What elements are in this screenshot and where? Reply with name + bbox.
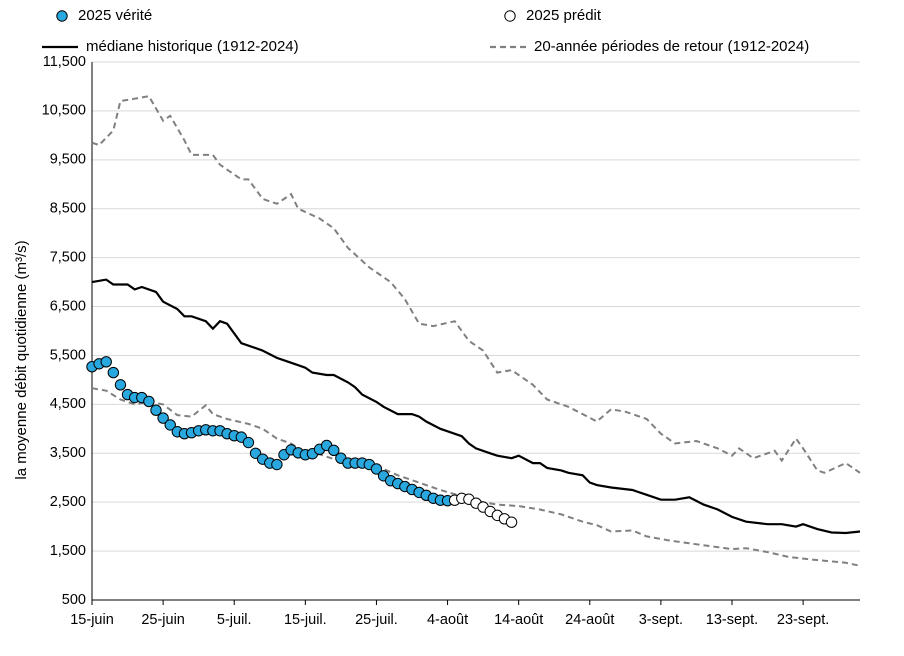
x-tick-label: 23-sept.	[777, 612, 829, 628]
data-point	[107, 366, 120, 379]
y-tick-label: 5,500	[50, 347, 86, 363]
data-point	[164, 419, 176, 431]
series-line	[91, 95, 861, 474]
series-line	[91, 387, 861, 567]
y-tick-label: 7,500	[50, 249, 86, 265]
x-tick-label: 25-juil.	[355, 612, 398, 628]
x-tick-label: 14-août	[494, 612, 543, 628]
data-point	[328, 444, 340, 457]
data-point	[143, 395, 155, 408]
y-tick-label: 2,500	[50, 494, 86, 510]
series-line	[91, 278, 861, 535]
data-point	[271, 458, 283, 471]
legend-marker	[504, 10, 516, 22]
legend-label: 20-année périodes de retour (1912-2024)	[534, 38, 809, 55]
y-tick-label: 4,500	[50, 396, 86, 412]
y-tick-label: 9,500	[50, 152, 86, 168]
x-tick-label: 5-juil.	[217, 612, 252, 628]
data-point	[370, 463, 383, 475]
data-point	[114, 379, 127, 391]
y-tick-label: 11,500	[43, 54, 86, 70]
x-tick-label: 4-août	[427, 612, 468, 628]
y-tick-label: 1,500	[50, 543, 86, 559]
data-point	[157, 412, 169, 424]
y-tick-label: 6,500	[50, 298, 86, 314]
x-tick-label: 3-sept.	[639, 612, 683, 628]
x-tick-label: 15-juil.	[284, 612, 327, 628]
y-axis-title: la moyenne débit quotidienne (m³/s)	[13, 240, 30, 479]
y-tick-label: 8,500	[50, 201, 86, 217]
x-tick-label: 15-juin	[70, 612, 114, 628]
legend-marker	[56, 10, 68, 22]
data-point	[505, 516, 518, 528]
x-tick-label: 13-sept.	[706, 612, 758, 628]
x-tick-label: 24-août	[565, 612, 614, 628]
y-tick-label: 10,500	[42, 103, 86, 119]
y-tick-label: 500	[62, 592, 86, 608]
y-tick-label: 3,500	[50, 445, 86, 461]
legend-label: 2025 prédit	[526, 7, 602, 24]
data-point	[100, 356, 112, 368]
data-point	[150, 404, 162, 416]
legend-label: 2025 vérité	[78, 7, 152, 24]
data-point	[242, 436, 255, 449]
x-tick-label: 25-juin	[141, 612, 185, 628]
legend-label: médiane historique (1912-2024)	[86, 38, 299, 55]
